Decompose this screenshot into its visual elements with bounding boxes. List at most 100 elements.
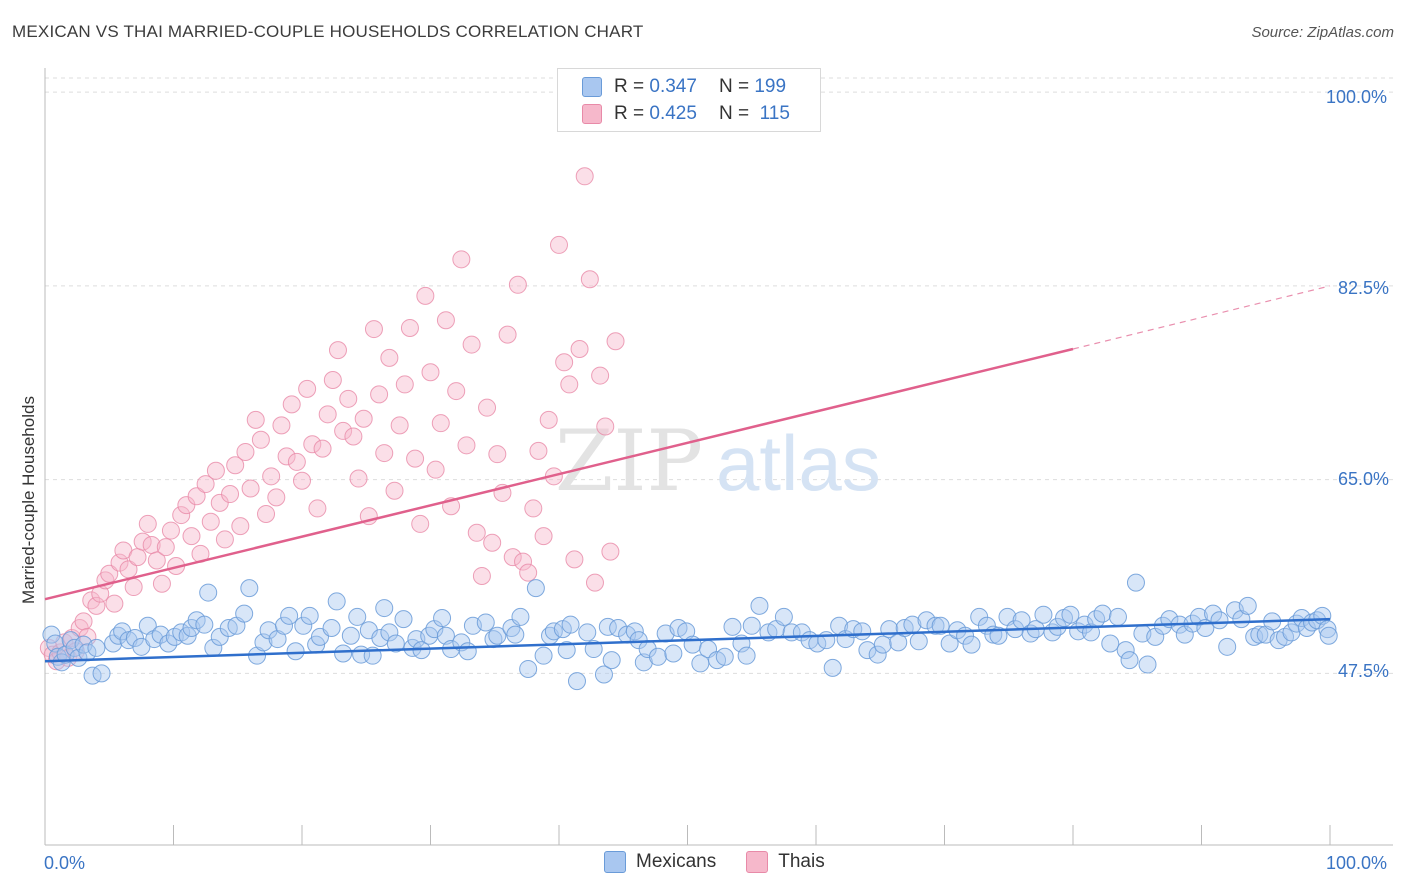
- watermark-atlas: atlas: [716, 419, 881, 507]
- mexican-point: [634, 653, 653, 672]
- mexicans-trend-line: [44, 617, 1331, 663]
- mexican-point: [506, 625, 525, 644]
- thai-point: [206, 461, 225, 480]
- legend-swatch-thais: [746, 851, 769, 873]
- mexican-point: [909, 632, 928, 651]
- thai-point: [187, 487, 206, 506]
- mexican-point: [1093, 604, 1112, 623]
- x-tick-label-min: 0.0%: [44, 853, 86, 873]
- mexican-point: [300, 606, 319, 625]
- mexican-points: [42, 573, 1338, 691]
- y-tick-label-100: 100.0%: [1326, 87, 1388, 107]
- y-tick-label-47-5: 47.5%: [1338, 661, 1390, 681]
- mexican-point: [254, 633, 273, 652]
- thai-point: [400, 318, 419, 337]
- y-tick-label-65: 65.0%: [1338, 469, 1390, 489]
- mexican-point: [275, 616, 294, 635]
- thai-point: [508, 275, 527, 294]
- mexican-point: [926, 616, 945, 635]
- mexican-point: [1318, 620, 1337, 639]
- thai-point: [364, 320, 383, 339]
- legend-row-thais: R = 0.425 N = 115: [582, 102, 790, 126]
- thai-point: [585, 573, 604, 592]
- thai-point: [313, 439, 332, 458]
- watermark-zip: ZIP: [555, 412, 703, 510]
- mexican-point: [561, 615, 580, 634]
- thai-point: [87, 596, 106, 615]
- mexican-point: [1120, 651, 1139, 670]
- mexican-point: [931, 616, 950, 635]
- mexican-point: [723, 617, 742, 636]
- legend-item-mexicans[interactable]: Mexicans: [604, 851, 716, 873]
- thai-point: [323, 371, 342, 389]
- thai-point: [182, 527, 201, 546]
- y-tick-label-82-5: 82.5%: [1338, 278, 1390, 298]
- thai-point: [390, 416, 409, 435]
- x-tick-label-max: 100.0%: [1326, 853, 1388, 873]
- mexican-point: [1034, 605, 1053, 624]
- legend-r-value: 0.425: [649, 103, 697, 124]
- mexican-point: [1319, 626, 1338, 645]
- mexican-point: [488, 626, 507, 645]
- thai-point: [457, 436, 476, 455]
- thai-point: [231, 517, 250, 536]
- mexican-point: [46, 634, 65, 653]
- thai-point: [370, 385, 389, 404]
- thai-point: [395, 375, 414, 394]
- mexican-point: [394, 610, 413, 629]
- thai-point: [161, 521, 180, 540]
- thai-point: [246, 410, 265, 429]
- mexican-point: [375, 599, 394, 618]
- mexican-point: [853, 622, 872, 641]
- thai-point: [375, 444, 394, 463]
- mexican-point: [584, 640, 603, 659]
- thai-point: [534, 527, 553, 546]
- mexican-point: [519, 659, 538, 678]
- mexican-point: [1061, 605, 1080, 624]
- mexican-point: [557, 641, 576, 660]
- legend-row-mexicans: R = 0.347 N = 199: [582, 75, 786, 99]
- mexican-point: [1126, 573, 1145, 592]
- mexican-point: [602, 651, 621, 670]
- mexican-point: [567, 672, 586, 691]
- mexican-point: [1292, 609, 1311, 628]
- mexican-point: [348, 607, 367, 626]
- mexican-point: [322, 619, 341, 637]
- series-legend: Mexicans Thais: [604, 851, 855, 873]
- thai-point: [488, 445, 507, 464]
- mexican-point: [1250, 625, 1269, 644]
- thai-point: [514, 552, 533, 571]
- thai-point: [339, 389, 358, 408]
- thai-point: [436, 311, 455, 330]
- mexican-point: [1108, 607, 1127, 626]
- legend-item-thais[interactable]: Thais: [746, 851, 825, 873]
- thai-point: [519, 563, 538, 582]
- thai-point: [529, 441, 548, 460]
- thai-point: [156, 538, 175, 557]
- thai-point: [74, 612, 93, 631]
- mexican-point: [199, 583, 218, 602]
- mexican-point: [962, 635, 981, 654]
- mexican-point: [436, 626, 455, 645]
- thai-point: [550, 235, 568, 254]
- mexican-point: [594, 665, 613, 684]
- legend-n-label: N =: [718, 103, 750, 124]
- axes: [44, 68, 1393, 846]
- thai-point: [380, 348, 399, 367]
- mexican-point: [742, 616, 761, 635]
- thai-point: [483, 533, 502, 552]
- thai-point: [349, 469, 368, 488]
- thai-point: [560, 375, 579, 394]
- mexican-point: [334, 644, 353, 663]
- thai-point: [596, 417, 615, 436]
- thai-point: [226, 456, 245, 475]
- mexican-point: [195, 615, 214, 634]
- thai-point: [196, 475, 215, 494]
- thai-point: [177, 496, 196, 515]
- thai-point: [172, 506, 191, 525]
- legend-swatch-pink: [582, 104, 602, 124]
- mexican-point: [715, 647, 734, 666]
- thai-point: [344, 427, 363, 446]
- thai-point: [601, 542, 620, 561]
